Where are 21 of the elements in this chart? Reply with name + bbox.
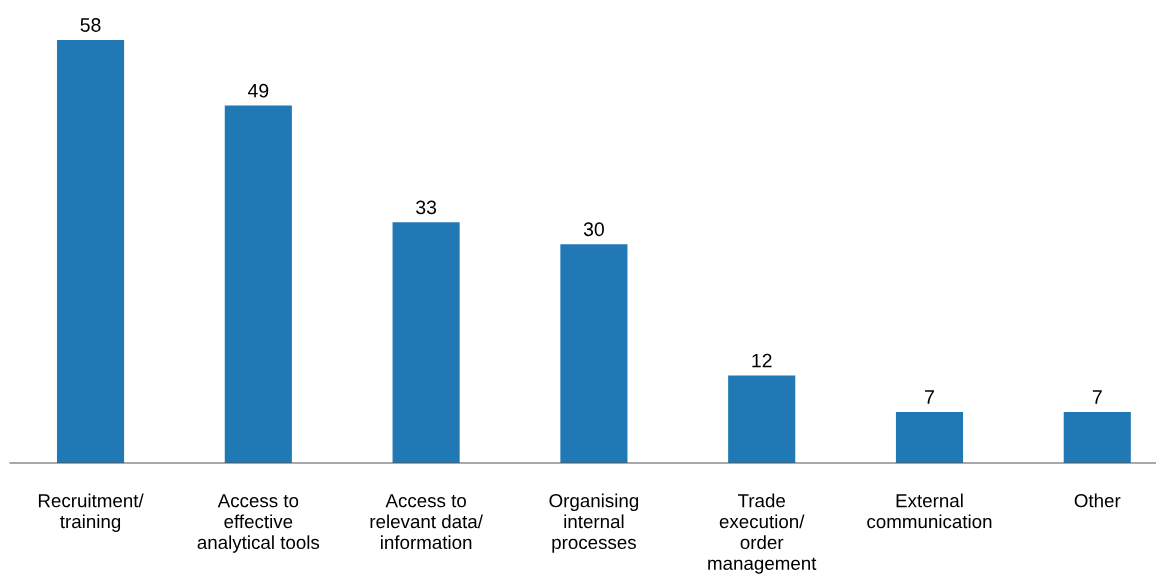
x-tick-label: Other <box>1074 493 1121 508</box>
bar <box>728 375 796 463</box>
x-tick-label: Recruitment/ training <box>38 493 144 532</box>
x-tick-label: Organising internal processes <box>549 493 639 553</box>
x-tick-label: Access to effective analytical tools <box>197 494 320 553</box>
x-tick-label: External communication <box>867 493 992 529</box>
bar <box>392 222 460 463</box>
bar <box>224 105 292 463</box>
x-tick-label: Trade execution/ order management <box>708 493 817 574</box>
data-label: 58 <box>80 18 101 32</box>
data-label: 12 <box>752 353 772 368</box>
x-tick-label: Access to relevant data/ information <box>370 494 483 550</box>
data-label: 33 <box>416 200 437 215</box>
data-label: 30 <box>583 222 604 237</box>
bar <box>56 39 125 463</box>
data-label: 49 <box>247 83 269 98</box>
data-label: 7 <box>1092 390 1102 404</box>
data-label: 7 <box>925 390 934 404</box>
bar <box>895 411 964 463</box>
bar <box>1063 411 1131 463</box>
bar <box>560 244 628 463</box>
